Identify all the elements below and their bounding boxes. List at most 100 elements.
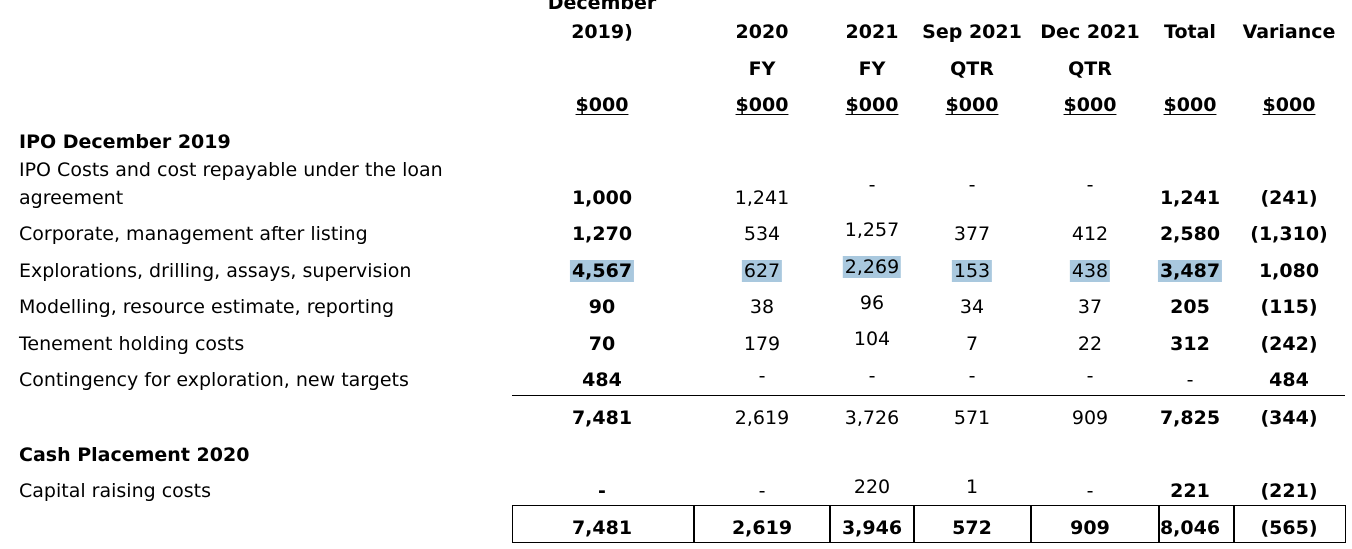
cell-highlighted: 627 <box>741 260 783 282</box>
grand-total-box <box>1233 505 1346 543</box>
cell: 484 <box>1269 369 1309 391</box>
cell: 205 <box>1170 296 1210 318</box>
cell: 1,241 <box>1159 187 1221 209</box>
cell: - <box>598 480 606 502</box>
grand-total-box <box>1030 505 1160 543</box>
cell: 90 <box>588 296 616 318</box>
header-col-1-line-1: December <box>547 0 657 14</box>
header-col-2-line-1: 2020 <box>735 21 789 43</box>
cell: 38 <box>749 296 775 318</box>
grand-total-box <box>829 505 915 543</box>
cell: 22 <box>1077 333 1103 355</box>
row-label: Capital raising costs <box>19 480 212 502</box>
cell: (115) <box>1260 296 1318 318</box>
grand-total-box <box>1158 505 1235 543</box>
header-col-2-line-2: FY <box>748 58 776 80</box>
cell: 220 <box>853 476 891 498</box>
cell: 484 <box>582 369 622 391</box>
cell: 7 <box>965 333 979 355</box>
header-col-2-unit: $000 <box>735 94 789 116</box>
header-col-1-unit: $000 <box>575 94 629 116</box>
cell: 70 <box>588 333 616 355</box>
subtotal-cell: 7,825 <box>1159 407 1221 429</box>
cell: 312 <box>1170 333 1210 355</box>
cell: (242) <box>1260 333 1318 355</box>
cell: 104 <box>853 328 891 350</box>
cell: (1,310) <box>1250 223 1328 245</box>
grand-total-cell: 3,946 <box>841 517 903 539</box>
header-col-5-line-1: Dec 2021 <box>1040 21 1140 43</box>
header-col-7-line-1: Variance <box>1242 21 1336 43</box>
subtotal-cell: 3,726 <box>844 407 900 429</box>
grand-total-box <box>693 505 831 543</box>
row-label: Contingency for exploration, new targets <box>19 369 409 391</box>
grand-total-cell: 572 <box>952 517 992 539</box>
row-label: IPO Costs and cost repayable under the l… <box>19 159 443 181</box>
cell: - <box>758 365 766 387</box>
header-col-7-unit: $000 <box>1262 94 1316 116</box>
cell: 1 <box>965 476 979 498</box>
subtotal-rule <box>512 395 1345 396</box>
grand-total-cell: 7,481 <box>571 517 633 539</box>
cell-highlighted: 153 <box>951 260 993 282</box>
header-col-3-unit: $000 <box>845 94 899 116</box>
header-col-3-line-2: FY <box>858 58 886 80</box>
cell: (221) <box>1260 480 1318 502</box>
cell: 377 <box>953 223 991 245</box>
header-col-5-line-2: QTR <box>1068 58 1112 80</box>
header-col-5-unit: $000 <box>1063 94 1117 116</box>
cell: - <box>868 174 876 196</box>
cell: 534 <box>743 223 781 245</box>
cell: 1,257 <box>844 219 900 241</box>
cell: 2,580 <box>1159 223 1221 245</box>
header-col-6-unit: $000 <box>1163 94 1217 116</box>
cell: 34 <box>959 296 985 318</box>
cell: 1,270 <box>571 223 633 245</box>
cell-highlighted: 4,567 <box>569 260 635 282</box>
section-title-cash-placement: Cash Placement 2020 <box>19 444 250 466</box>
cell: - <box>968 365 976 387</box>
cell: - <box>968 174 976 196</box>
grand-total-cell: (565) <box>1260 517 1318 539</box>
subtotal-cell: 571 <box>953 407 991 429</box>
row-label-cont: agreement <box>19 187 124 209</box>
grand-total-box <box>913 505 1032 543</box>
cell: - <box>1086 365 1094 387</box>
row-label: Tenement holding costs <box>19 333 245 355</box>
section-title-ipo: IPO December 2019 <box>19 131 231 153</box>
cell: 1,080 <box>1258 260 1320 282</box>
cell: (241) <box>1260 187 1318 209</box>
cell: 179 <box>743 333 781 355</box>
cell: - <box>868 365 876 387</box>
row-label: Corporate, management after listing <box>19 223 368 245</box>
cell: 1,241 <box>734 187 790 209</box>
cell: - <box>758 480 766 502</box>
header-col-4-line-1: Sep 2021 <box>922 21 1022 43</box>
header-col-6-line-1: Total <box>1164 21 1216 43</box>
subtotal-cell: 909 <box>1071 407 1109 429</box>
cell: - <box>1186 369 1194 391</box>
subtotal-cell: 2,619 <box>734 407 790 429</box>
cell: 96 <box>859 292 885 314</box>
cell-highlighted: 2,269 <box>842 256 902 278</box>
grand-total-cell: 2,619 <box>731 517 793 539</box>
cell: - <box>1086 174 1094 196</box>
subtotal-cell: 7,481 <box>571 407 633 429</box>
cell: 1,000 <box>571 187 633 209</box>
header-col-3-line-1: 2021 <box>845 21 899 43</box>
header-col-4-line-2: QTR <box>950 58 994 80</box>
row-label: Modelling, resource estimate, reporting <box>19 296 395 318</box>
grand-total-box <box>512 505 695 543</box>
header-col-4-unit: $000 <box>945 94 999 116</box>
cell-highlighted: 3,487 <box>1157 260 1223 282</box>
header-col-1-line-2: 2019) <box>571 21 633 43</box>
subtotal-cell: (344) <box>1260 407 1318 429</box>
cell: 412 <box>1071 223 1109 245</box>
cell: 221 <box>1170 480 1210 502</box>
grand-total-cell: 8,046 <box>1159 517 1221 539</box>
cell-highlighted: 438 <box>1069 260 1111 282</box>
cell: - <box>1086 480 1094 502</box>
row-label: Explorations, drilling, assays, supervis… <box>19 260 412 282</box>
cell: 37 <box>1077 296 1103 318</box>
grand-total-cell: 909 <box>1070 517 1110 539</box>
